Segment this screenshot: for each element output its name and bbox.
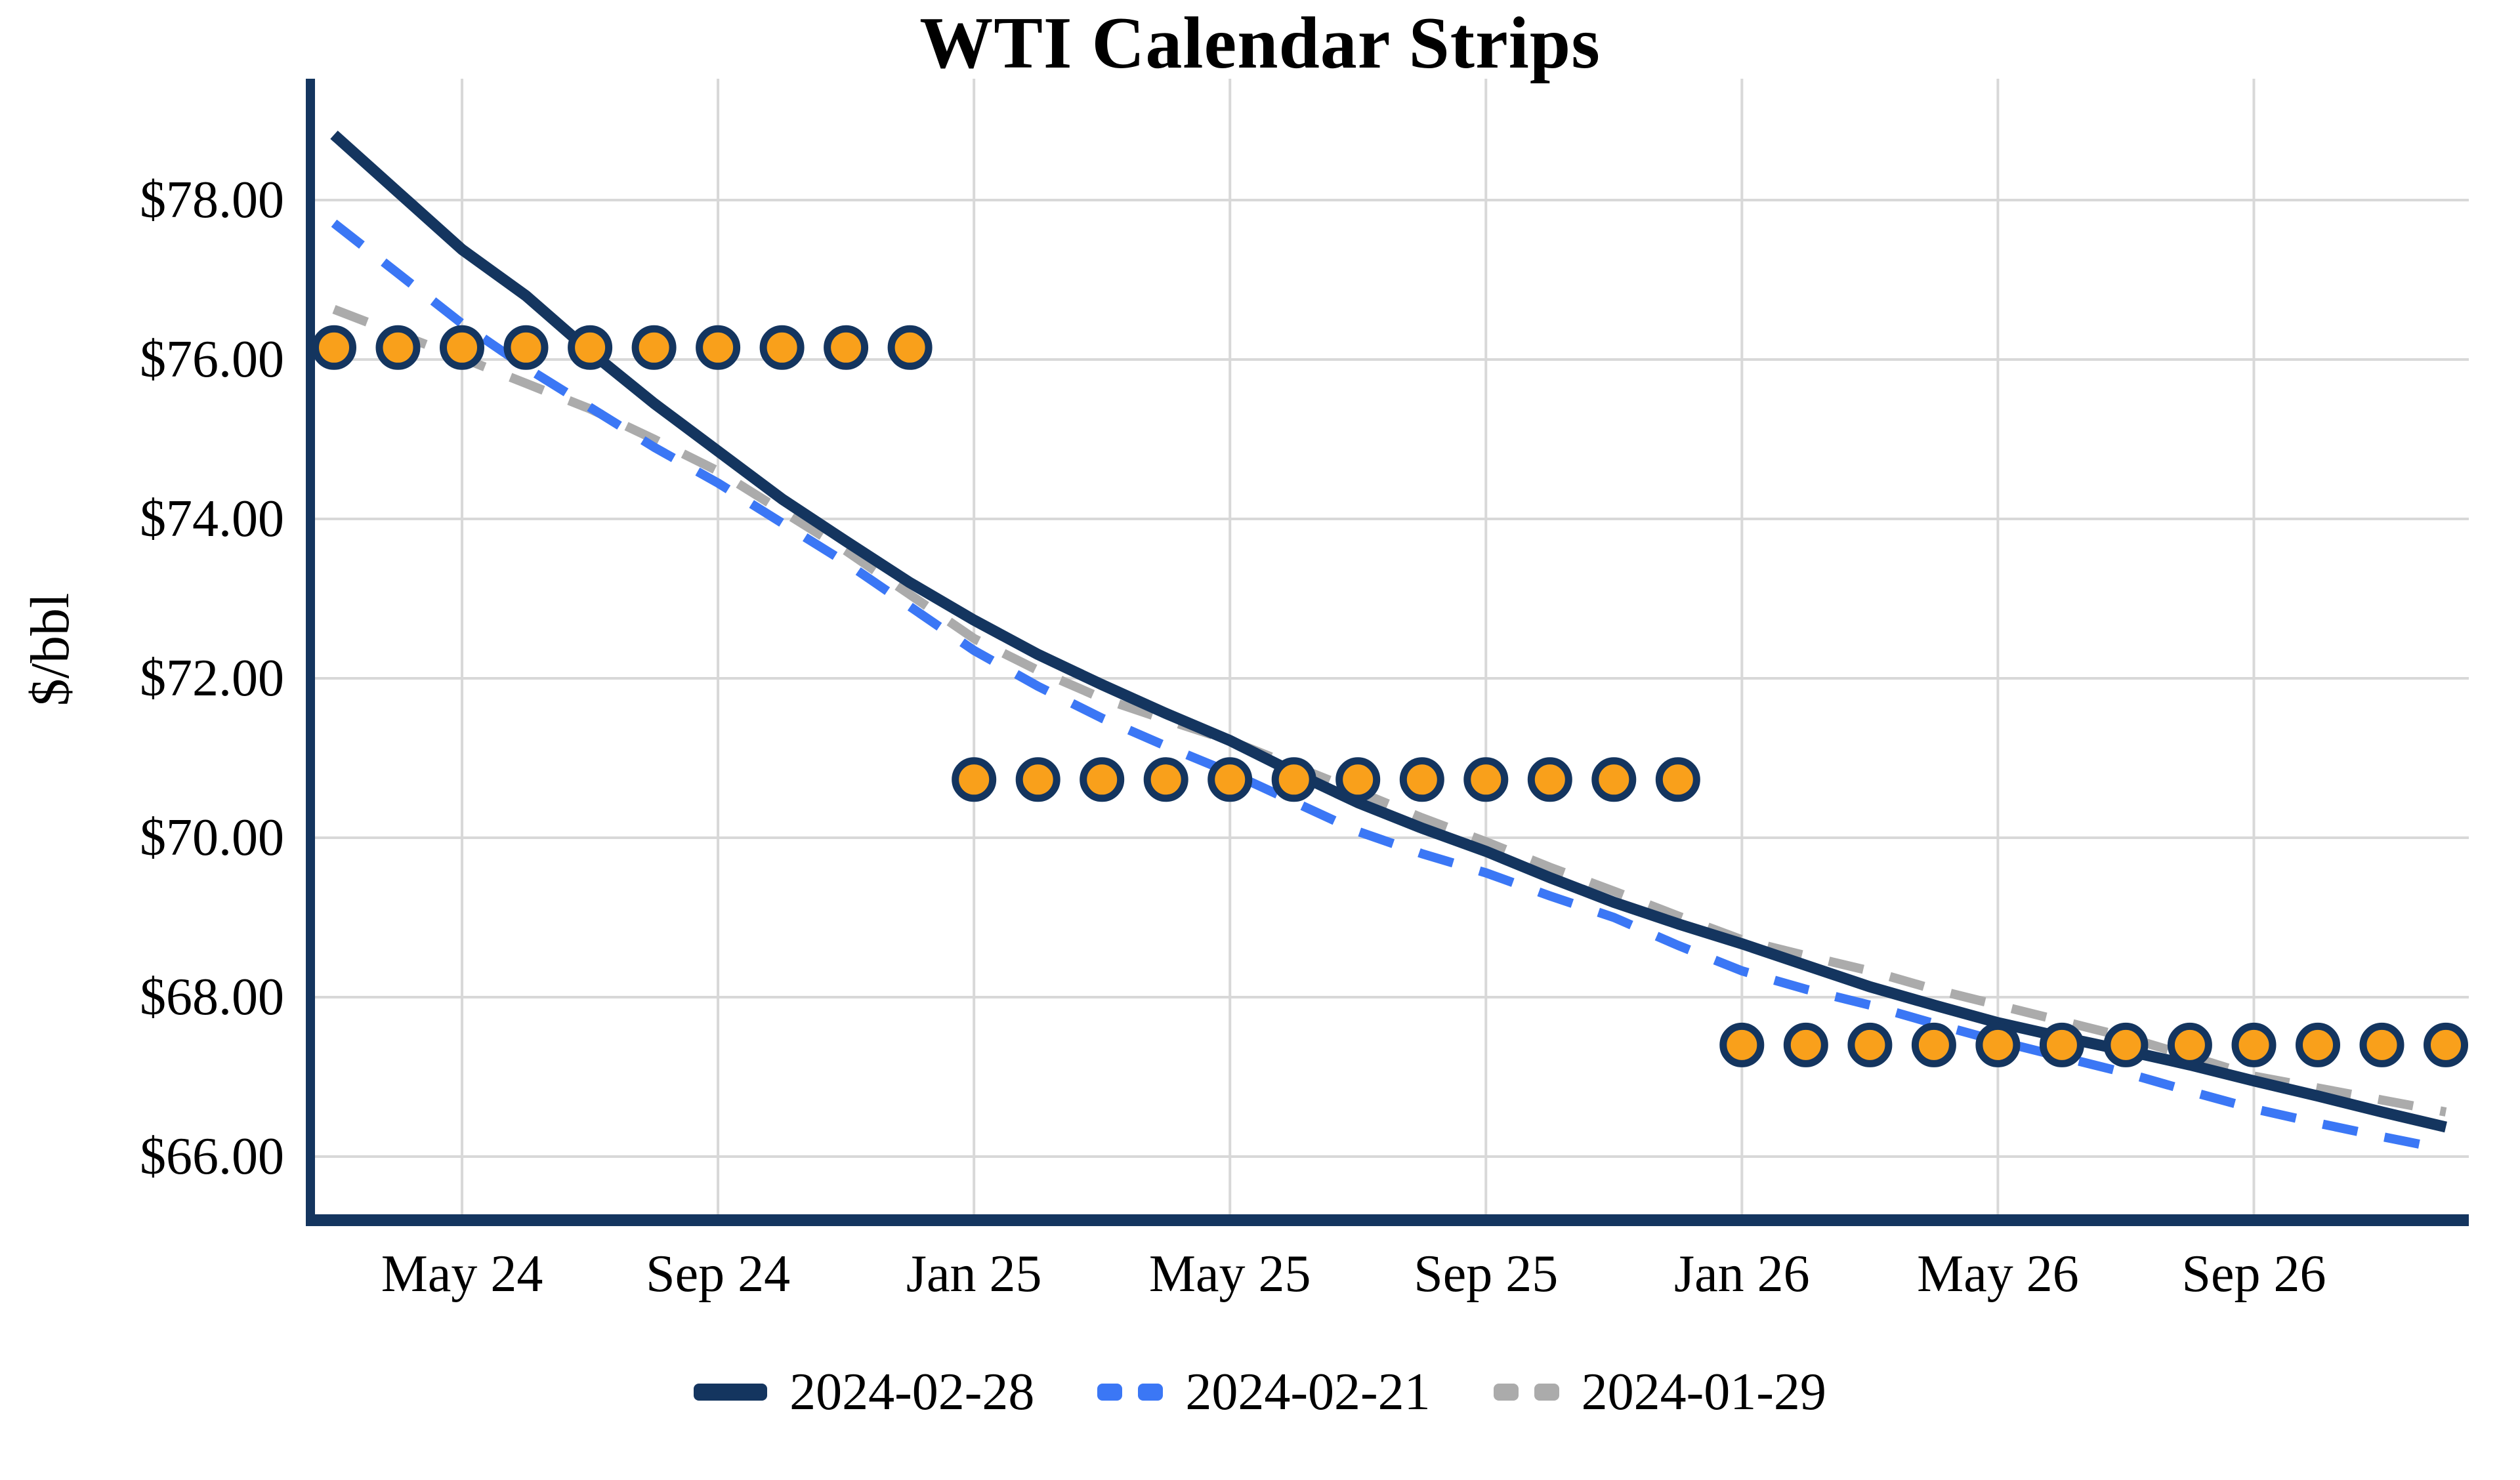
calendar-strip-dot: [1847, 1022, 1893, 1067]
calendar-strip-dot: [1719, 1022, 1765, 1067]
calendar-strip-dot: [312, 325, 356, 370]
x-tick-label: Jan 25: [906, 1245, 1042, 1303]
legend-label: 2024-02-21: [1185, 1363, 1431, 1421]
series-line-2024-02-21: [331, 219, 2447, 1154]
calendar-strip-dot: [1015, 757, 1060, 802]
calendar-strip-dot: [1783, 1022, 1828, 1067]
calendar-strip-dot: [759, 325, 805, 370]
x-tick-label: May 26: [1917, 1245, 2079, 1303]
calendar-strip-dot: [2424, 1022, 2468, 1067]
dashed-line-swatch-icon: [1493, 1384, 1559, 1401]
calendar-strip-dot: [2359, 1022, 2404, 1067]
calendar-strip-dot: [1591, 757, 1637, 802]
legend-item-2024-02-28: 2024-02-28: [694, 1359, 1034, 1425]
dashed-line-swatch-icon: [1097, 1384, 1164, 1401]
calendar-strip-dot: [2039, 1022, 2084, 1067]
y-tick-label: $78.00: [140, 171, 284, 229]
calendar-strip-dot: [2296, 1022, 2340, 1067]
calendar-strip-dot: [1911, 1022, 1956, 1067]
legend: 2024-02-28 2024-02-21 2024-01-29: [0, 1359, 2520, 1425]
y-tick-label: $74.00: [140, 490, 284, 548]
calendar-strip-dot: [503, 325, 549, 370]
x-tick-label: May 24: [381, 1245, 543, 1303]
calendar-strip-dot: [1143, 757, 1188, 802]
calendar-strip-dot: [2231, 1022, 2277, 1067]
y-tick-label: $70.00: [140, 809, 284, 867]
calendar-strip-dot: [631, 325, 677, 370]
chart-title: WTI Calendar Strips: [919, 3, 1601, 84]
calendar-strip-dot: [1080, 757, 1125, 802]
calendar-strip-dot: [1271, 757, 1316, 802]
x-tick-label: Sep 26: [2181, 1245, 2326, 1303]
x-tick-label: May 25: [1148, 1245, 1311, 1303]
calendar-strip-dot: [1399, 757, 1444, 802]
y-tick-label: $76.00: [140, 331, 284, 388]
legend-label: 2024-01-29: [1581, 1363, 1826, 1421]
calendar-strip-dot: [1463, 757, 1509, 802]
calendar-strip-dot: [824, 325, 869, 370]
calendar-strip-dot: [696, 325, 741, 370]
x-tick-label: Sep 25: [1414, 1245, 1559, 1303]
calendar-strip-dot: [2167, 1022, 2212, 1067]
calendar-strip-dot: [1655, 757, 1700, 802]
solid-line-swatch-icon: [694, 1384, 768, 1401]
calendar-strip-dot: [1335, 757, 1381, 802]
calendar-strip-dot: [887, 325, 933, 370]
legend-item-2024-02-21: 2024-02-21: [1097, 1359, 1431, 1425]
legend-item-2024-01-29: 2024-01-29: [1493, 1359, 1826, 1425]
calendar-strip-dot: [952, 757, 997, 802]
x-tick-label: Jan 26: [1674, 1245, 1810, 1303]
series-line-2024-01-29: [332, 304, 2447, 1117]
calendar-strip-dot: [1527, 757, 1572, 802]
calendar-strip-dot: [375, 325, 421, 370]
calendar-strip-dot: [440, 325, 484, 370]
calendar-strip-dot: [568, 325, 613, 370]
series-line-2024-02-28: [330, 131, 2447, 1133]
calendar-strip-dot: [1208, 757, 1253, 802]
calendar-strip-dot: [2103, 1022, 2149, 1067]
y-tick-label: $72.00: [140, 649, 284, 707]
calendar-strip-dot: [1975, 1022, 2021, 1067]
y-tick-label: $66.00: [140, 1128, 284, 1185]
x-tick-label: Sep 24: [646, 1245, 791, 1303]
legend-label: 2024-02-28: [789, 1363, 1035, 1421]
y-tick-label: $68.00: [140, 968, 284, 1026]
